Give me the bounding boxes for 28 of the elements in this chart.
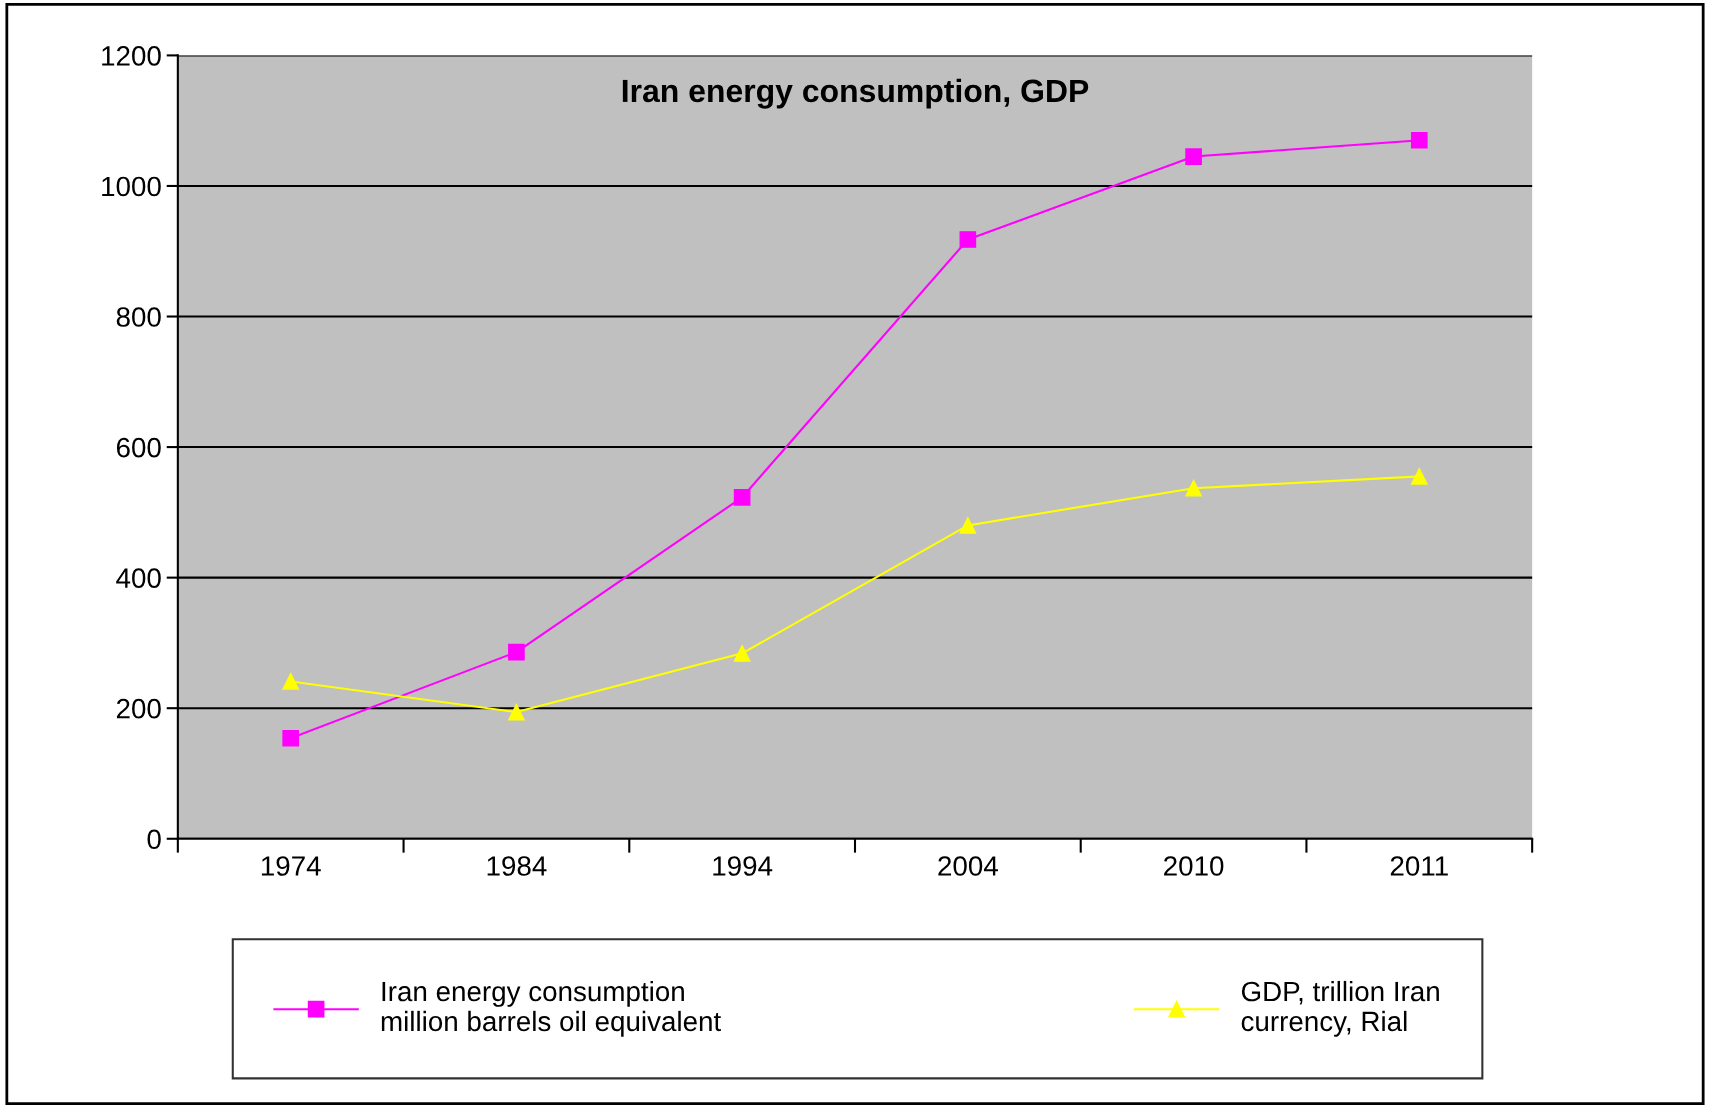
point [508, 643, 525, 661]
point [1410, 131, 1428, 149]
x-tick-label: 2010 [1164, 856, 1224, 876]
text: Iran energy consumption, GDP [622, 78, 1089, 109]
point [282, 673, 300, 690]
point [1185, 148, 1202, 165]
y-tick-label: 600 [116, 437, 161, 458]
x-tick-label: 2004 [938, 856, 998, 876]
point [733, 489, 751, 506]
x-tick-label: 1984 [487, 856, 547, 876]
legend-label: Iran energy consumption million barrels oil equivalent [381, 980, 721, 1037]
point [1185, 479, 1202, 497]
y-tick-label: 800 [116, 307, 161, 327]
y-tick-label: 200 [116, 698, 161, 719]
x-tick-label: 1974 [261, 856, 321, 876]
legend-label: GDP, trillion Iran currency, Rial [1241, 980, 1439, 1037]
point [733, 645, 751, 662]
y-tick-label: 400 [116, 568, 161, 588]
point [959, 517, 977, 534]
y-tick-label: 1200 [102, 46, 161, 66]
point [1410, 468, 1428, 485]
y-tick-label: 1000 [102, 176, 161, 197]
point [959, 231, 977, 248]
y-tick-label: 0 [147, 829, 161, 850]
point [282, 729, 300, 747]
x-tick-label: 2011 [1390, 856, 1448, 876]
point [508, 703, 525, 721]
x-tick-label: 1994 [713, 856, 773, 876]
